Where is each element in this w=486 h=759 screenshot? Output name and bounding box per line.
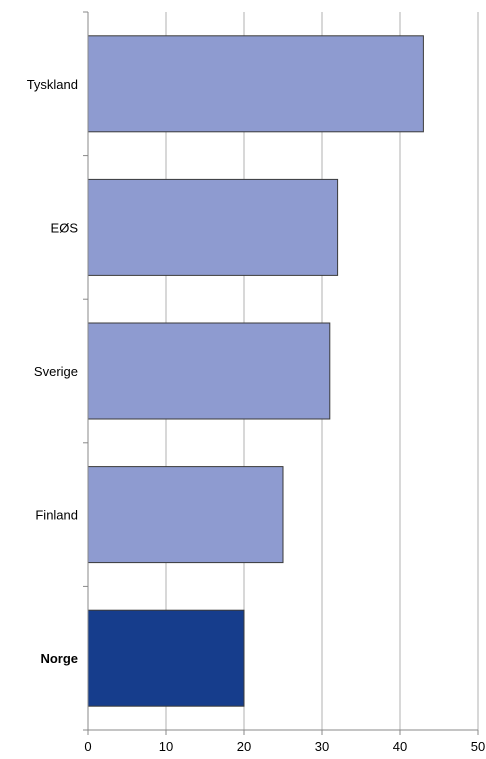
category-label-1: Tyskland	[27, 77, 78, 92]
category-label-4: Finland	[35, 508, 78, 523]
bar-4	[87, 466, 284, 564]
x-tick-label-30: 30	[315, 739, 329, 754]
category-label-3: Sverige	[34, 364, 78, 379]
x-tick-labels: 0 10 20 30 40 50	[84, 739, 485, 754]
category-labels: Tyskland EØS Sverige Finland Norge	[27, 77, 79, 666]
bars	[87, 35, 424, 707]
category-label-2: EØS	[51, 220, 79, 235]
bar-3	[87, 322, 331, 420]
x-tick-label-50: 50	[471, 739, 485, 754]
bar-1	[87, 35, 424, 133]
axes	[83, 11, 479, 735]
bar-2	[87, 178, 339, 276]
bar-5	[87, 609, 245, 707]
x-tick-label-10: 10	[159, 739, 173, 754]
x-tick-label-40: 40	[393, 739, 407, 754]
x-tick-label-20: 20	[237, 739, 251, 754]
x-tick-label-0: 0	[84, 739, 91, 754]
category-label-5: Norge	[40, 651, 78, 666]
